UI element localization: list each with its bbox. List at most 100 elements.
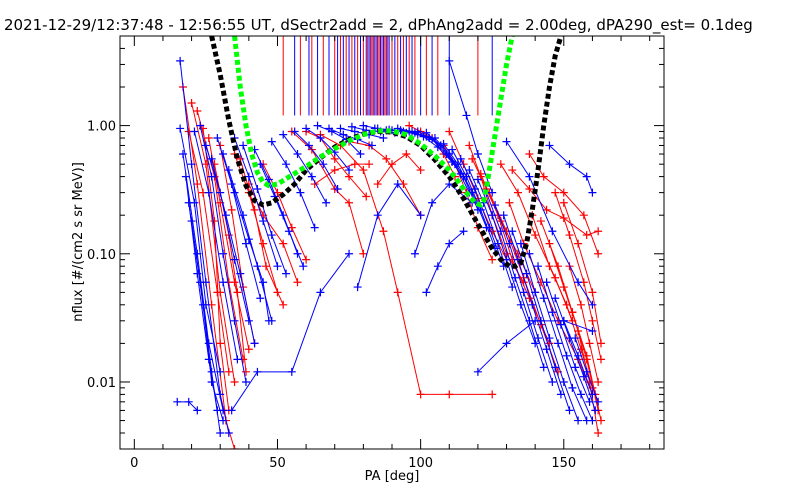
red-trace-point [210, 217, 219, 226]
blue-trace-point [256, 160, 265, 169]
blue-trace-point [253, 185, 262, 194]
x-tick-label: 100 [408, 456, 433, 471]
blue-trace-point [316, 288, 325, 297]
blue-trace-point [373, 211, 382, 220]
blue-trace-point [511, 273, 520, 282]
blue-trace-point [571, 363, 580, 372]
blue-trace-point [588, 300, 597, 309]
blue-trace-point [551, 363, 560, 372]
blue-trace-point [279, 130, 288, 139]
red-trace-point [545, 239, 554, 248]
blue-trace-point [574, 278, 583, 287]
blue-trace-point [416, 211, 425, 220]
red-trace-point [594, 249, 603, 258]
blue-trace-line [271, 141, 316, 228]
blue-trace-point [196, 121, 205, 130]
blue-trace-point [502, 137, 511, 146]
red-trace-point [416, 390, 425, 399]
blue-trace-line [228, 169, 273, 321]
red-trace-line [377, 153, 422, 185]
blue-trace-point [322, 198, 331, 207]
blue-trace-line [357, 183, 422, 288]
red-trace-line [191, 102, 236, 383]
blue-trace-point [430, 134, 439, 143]
blue-trace-point [565, 160, 574, 169]
blue-trace-point [199, 300, 208, 309]
red-trace-point [279, 300, 288, 309]
blue-trace-line [506, 141, 593, 306]
red-trace-point [373, 180, 382, 189]
red-trace-point [551, 273, 560, 282]
blue-trace-point [221, 211, 230, 220]
x-tick-label: 50 [269, 456, 286, 471]
blue-trace-point [459, 227, 468, 236]
blue-trace-point [316, 134, 325, 143]
red-trace-line [563, 202, 602, 344]
red-trace-point [576, 300, 585, 309]
blue-trace-line [549, 145, 593, 193]
blue-trace-point [568, 383, 577, 392]
blue-trace-point [256, 294, 265, 303]
red-trace-point [302, 255, 311, 264]
blue-trace-point [548, 377, 557, 386]
red-trace-point [585, 339, 594, 348]
blue-trace-point [448, 145, 457, 154]
red-trace-point [227, 205, 236, 214]
red-trace-point [559, 283, 568, 292]
red-trace-point [525, 185, 534, 194]
blue-trace-line [177, 401, 198, 411]
blue-trace-point [545, 141, 554, 150]
blue-trace-point [559, 316, 568, 325]
red-trace-point [193, 106, 202, 115]
blue-trace-line [317, 125, 361, 155]
red-trace-point [559, 198, 568, 207]
blue-trace-point [422, 288, 431, 297]
red-trace-point [379, 227, 388, 236]
blue-trace-point [345, 166, 354, 175]
blue-trace-point [213, 134, 222, 143]
blue-trace-point [227, 406, 236, 415]
blue-trace-point [591, 406, 600, 415]
red-trace-point [542, 205, 551, 214]
blue-trace-point [219, 150, 228, 159]
blue-trace-point [539, 363, 548, 372]
y-tick-label: 1.00 [87, 120, 116, 135]
red-trace-point [465, 141, 474, 150]
red-trace-point [393, 288, 402, 297]
blue-trace-point [259, 217, 268, 226]
red-trace-point [539, 172, 548, 181]
blue-trace-point [574, 416, 583, 425]
blue-trace-point [588, 416, 597, 425]
blue-trace-point [216, 428, 225, 437]
blue-trace-point [282, 160, 291, 169]
blue-trace-point [433, 262, 442, 271]
blue-trace-point [236, 269, 245, 278]
red-trace-point [244, 345, 253, 354]
red-trace-point [488, 255, 497, 264]
blue-trace-point [241, 377, 250, 386]
blue-trace-line [451, 149, 496, 249]
blue-trace-point [531, 316, 540, 325]
red-trace-point [468, 154, 477, 163]
blue-trace-point [333, 185, 342, 194]
blue-trace-line [242, 145, 287, 274]
blue-trace-point [176, 56, 185, 65]
blue-trace-point [267, 231, 276, 240]
red-trace-point [445, 390, 454, 399]
blue-trace-point [207, 172, 216, 181]
red-trace-line [571, 312, 602, 421]
x-tick-label: 0 [130, 456, 138, 471]
blue-trace-point [264, 175, 273, 184]
blue-trace-point [233, 355, 242, 364]
blue-trace-line [414, 183, 473, 254]
blue-trace-line [193, 131, 238, 360]
blue-trace-point [508, 227, 517, 236]
red-trace-point [536, 217, 545, 226]
x-tick-label: 150 [551, 456, 576, 471]
blue-trace-point [499, 211, 508, 220]
blue-trace-point [588, 326, 597, 335]
blue-trace-point [219, 416, 228, 425]
red-trace-line [262, 163, 307, 260]
red-trace-point [597, 355, 606, 364]
blue-trace-point [273, 262, 282, 271]
